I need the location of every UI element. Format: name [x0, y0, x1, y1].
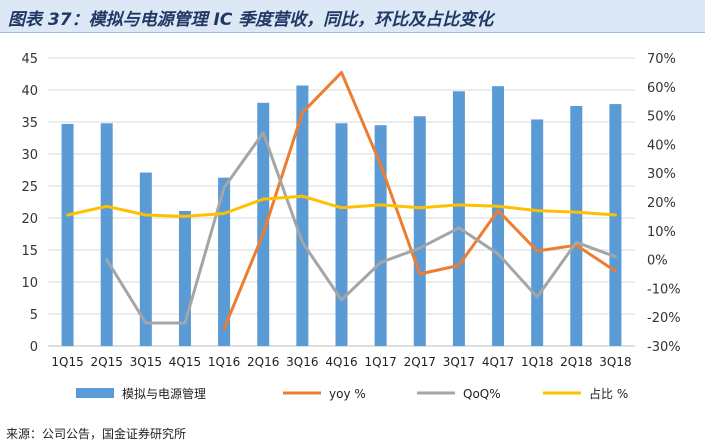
bar — [218, 177, 231, 346]
x-tick-label: 3Q18 — [599, 355, 631, 369]
left-tick-label: 20 — [21, 212, 38, 227]
x-tick-label: 3Q15 — [130, 355, 162, 369]
legend: 模拟与电源管理 yoy % QoQ% 占比 % — [76, 386, 628, 401]
bar-series — [61, 85, 622, 347]
x-tick-label: 1Q17 — [364, 355, 396, 369]
left-tick-label: 25 — [21, 180, 38, 195]
bar — [570, 106, 583, 346]
left-tick-label: 40 — [21, 84, 38, 99]
bar — [374, 125, 387, 346]
bar — [178, 210, 191, 346]
left-tick-label: 10 — [21, 276, 38, 291]
title-bar: 图表 37：模拟与电源管理 IC 季度营收，同比，环比及占比变化 — [0, 0, 705, 33]
right-tick-label: -30% — [647, 340, 681, 355]
x-tick-label: 2Q17 — [404, 355, 436, 369]
series-line — [66, 194, 617, 218]
legend-label: 模拟与电源管理 — [122, 386, 206, 401]
bar — [413, 116, 426, 347]
bar — [139, 172, 152, 346]
legend-label: yoy % — [329, 387, 366, 401]
left-axis-ticks: 0 5 10 15 20 25 30 35 40 45 — [21, 52, 38, 355]
bar — [296, 85, 309, 346]
bar — [609, 104, 622, 346]
bar — [257, 102, 270, 346]
left-tick-label: 15 — [21, 244, 38, 259]
x-axis-ticks: 1Q15 2Q15 3Q15 4Q15 1Q16 2Q16 3Q16 4Q16 1Q17 2Q17… — [51, 355, 631, 369]
left-tick-label: 35 — [21, 116, 38, 131]
right-tick-label: 10% — [647, 225, 676, 240]
legend-swatch — [76, 388, 114, 398]
x-tick-label: 4Q16 — [325, 355, 357, 369]
x-tick-label: 1Q18 — [521, 355, 553, 369]
chart-title: 图表 37：模拟与电源管理 IC 季度营收，同比，环比及占比变化 — [8, 10, 494, 30]
line-series — [66, 70, 617, 331]
bar — [335, 123, 348, 346]
x-tick-label: 1Q15 — [51, 355, 83, 369]
x-tick-label: 4Q17 — [482, 355, 514, 369]
x-tick-label: 1Q16 — [208, 355, 240, 369]
left-tick-label: 0 — [30, 340, 38, 355]
right-axis-ticks: -30% -20% -10% 0% 10% 20% 30% 40% 50% 60% 70% — [647, 52, 681, 355]
series-line — [222, 70, 617, 331]
left-tick-label: 45 — [21, 52, 38, 67]
bar — [61, 123, 74, 346]
right-tick-label: -20% — [647, 311, 681, 326]
right-tick-label: 30% — [647, 167, 676, 182]
right-tick-label: 0% — [647, 254, 668, 269]
left-tick-label: 30 — [21, 148, 38, 163]
left-tick-label: 5 — [30, 308, 38, 323]
x-tick-label: 2Q18 — [560, 355, 592, 369]
legend-label: QoQ% — [463, 387, 501, 401]
right-tick-label: 40% — [647, 138, 676, 153]
right-tick-label: -10% — [647, 282, 681, 297]
legend-label: 占比 % — [589, 386, 628, 401]
right-tick-label: 60% — [647, 81, 676, 96]
right-tick-label: 20% — [647, 196, 676, 211]
bar — [531, 119, 544, 346]
x-tick-label: 3Q17 — [443, 355, 475, 369]
x-tick-label: 3Q16 — [286, 355, 318, 369]
chart: 0 5 10 15 20 25 30 35 40 45 -30% -20% -10% 0% 10% 20% 3… — [21, 52, 681, 401]
x-tick-label: 2Q15 — [91, 355, 123, 369]
source-note: 来源：公司公告，国金证券研究所 — [6, 427, 187, 441]
x-tick-label: 4Q15 — [169, 355, 201, 369]
bar — [452, 91, 465, 346]
right-tick-label: 70% — [647, 52, 676, 67]
bar — [492, 86, 505, 346]
x-tick-label: 2Q16 — [247, 355, 279, 369]
series-line — [105, 131, 617, 325]
bar — [100, 123, 113, 346]
right-tick-label: 50% — [647, 110, 676, 125]
